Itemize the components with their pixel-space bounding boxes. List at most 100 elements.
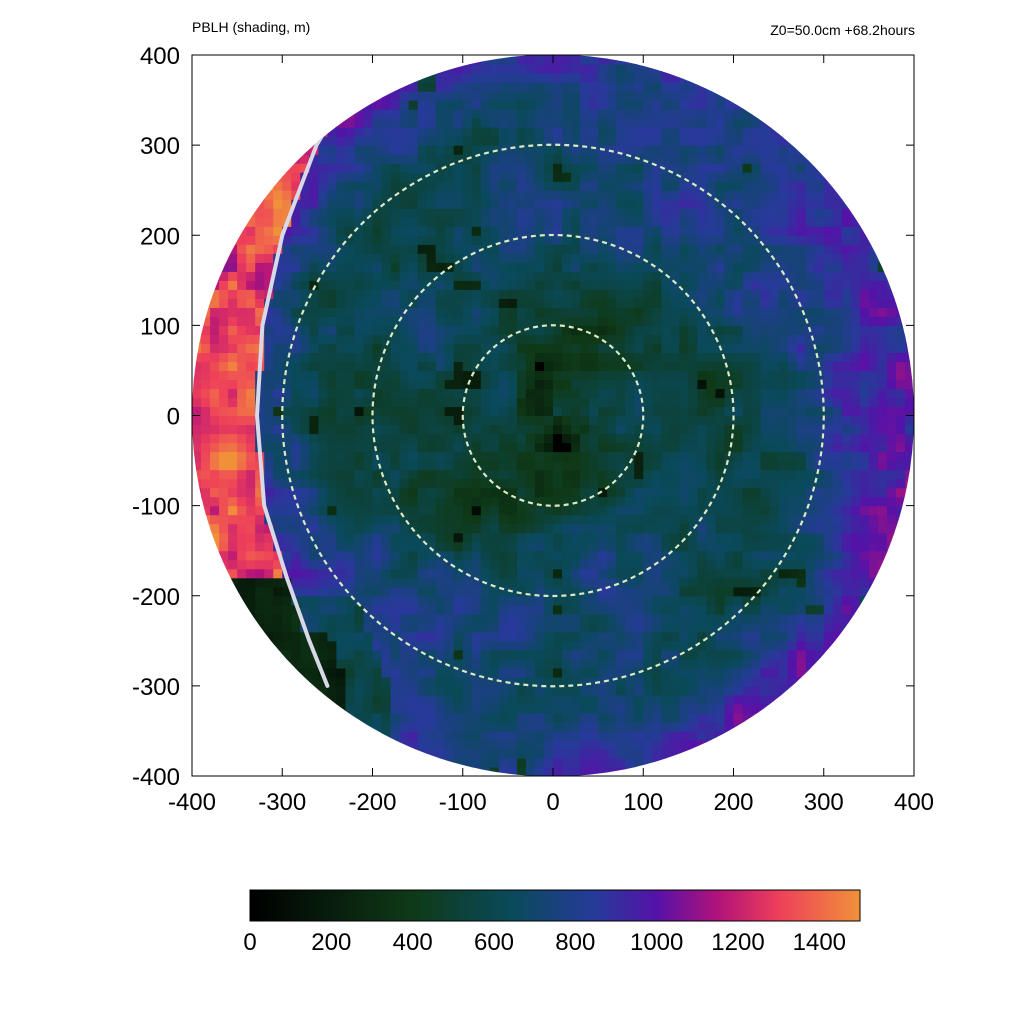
field-cell [480, 415, 491, 426]
field-cell [724, 694, 735, 705]
field-cell [453, 757, 464, 768]
field-cell [553, 667, 563, 678]
field-cell [237, 298, 247, 308]
field-cell [859, 478, 870, 489]
field-cell [679, 244, 689, 254]
field-cell [372, 424, 383, 435]
field-cell [327, 622, 338, 633]
field-cell [868, 343, 879, 354]
field-cell [751, 244, 762, 254]
field-cell [715, 532, 726, 543]
field-cell [616, 478, 626, 489]
field-cell [589, 667, 599, 678]
field-cell [652, 694, 662, 705]
field-cell [643, 388, 653, 399]
field-cell [417, 253, 428, 263]
field-cell [408, 649, 419, 660]
field-cell [697, 145, 708, 155]
field-cell [625, 316, 635, 326]
field-cell [589, 244, 599, 254]
field-cell [516, 622, 527, 633]
field-cell [769, 487, 780, 498]
field-cell [309, 568, 319, 579]
field-cell [345, 604, 356, 615]
field-cell [670, 190, 680, 200]
field-cell [318, 307, 328, 317]
field-cell [688, 631, 699, 642]
field-cell [534, 757, 545, 768]
field-cell [327, 496, 338, 507]
field-cell [742, 649, 753, 660]
field-cell [480, 118, 491, 128]
field-cell [751, 253, 762, 263]
field-cell [246, 487, 256, 498]
field-cell [724, 433, 735, 444]
field-cell [805, 604, 816, 615]
field-cell [246, 235, 256, 245]
field-cell [417, 235, 428, 245]
field-cell [688, 334, 699, 344]
field-cell [652, 388, 662, 399]
field-cell [706, 154, 717, 164]
field-cell [516, 568, 527, 579]
field-cell [697, 685, 708, 696]
field-cell [399, 748, 410, 759]
field-cell [336, 172, 347, 182]
field-cell [868, 487, 879, 498]
field-cell [823, 460, 834, 471]
field-cell [661, 415, 671, 426]
field-cell [372, 649, 383, 660]
field-cell [643, 451, 653, 462]
field-cell [724, 442, 735, 453]
field-cell [616, 550, 626, 561]
field-cell [426, 721, 437, 732]
field-cell [733, 469, 744, 480]
field-cell [769, 460, 780, 471]
field-cell [634, 766, 644, 777]
field-cell [498, 244, 509, 254]
field-cell [408, 577, 419, 588]
field-cell [336, 397, 347, 408]
field-cell [670, 559, 680, 570]
field-cell [453, 613, 464, 624]
field-cell [282, 442, 292, 453]
field-cell [381, 595, 392, 606]
field-cell [309, 604, 319, 615]
field-cell [607, 334, 617, 344]
field-cell [543, 586, 554, 597]
field-cell [706, 352, 717, 363]
field-cell [489, 532, 500, 543]
field-cell [607, 667, 617, 678]
field-cell [471, 613, 482, 624]
field-cell [742, 550, 753, 561]
field-cell [327, 208, 338, 218]
field-cell [417, 721, 428, 732]
field-cell [598, 631, 608, 642]
field-cell [273, 379, 283, 390]
field-cell [363, 478, 374, 489]
field-cell [679, 172, 689, 182]
field-cell [498, 352, 509, 363]
field-cell [516, 343, 527, 354]
field-cell [607, 208, 617, 218]
field-cell [435, 415, 446, 426]
field-cell [571, 613, 581, 624]
field-cell [697, 226, 708, 236]
field-cell [805, 298, 816, 308]
field-cell [516, 370, 527, 381]
field-cell [390, 298, 401, 308]
field-cell [399, 622, 410, 633]
field-cell [516, 172, 527, 182]
field-cell [282, 280, 292, 290]
field-cell [616, 586, 626, 597]
field-cell [571, 190, 581, 200]
field-cell [534, 325, 545, 335]
field-cell [571, 397, 581, 408]
field-cell [796, 676, 807, 687]
field-cell [616, 532, 626, 543]
field-cell [670, 631, 680, 642]
field-cell [498, 568, 509, 579]
field-cell [435, 208, 446, 218]
field-cell [237, 280, 247, 290]
field-cell [643, 748, 653, 759]
